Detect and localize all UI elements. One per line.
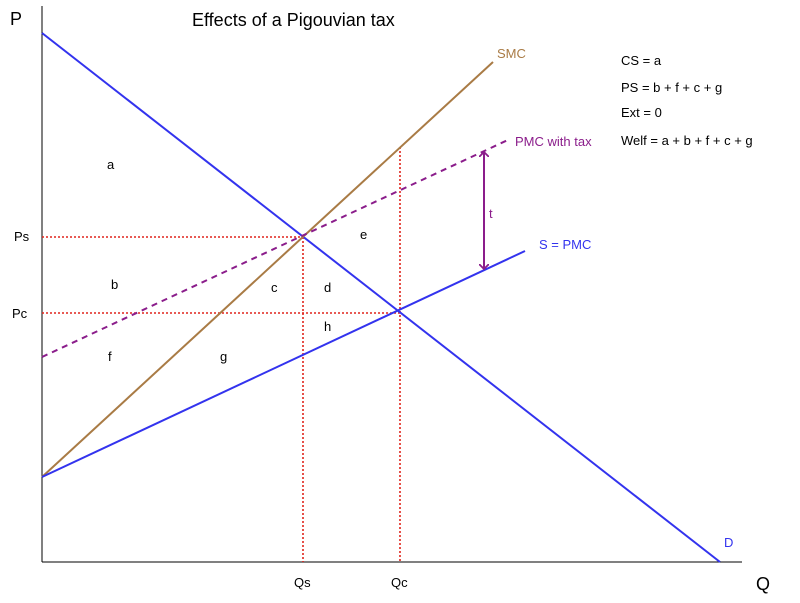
- pc-label: Pc: [12, 306, 28, 321]
- pmc-with-tax-label: PMC with tax: [515, 134, 592, 149]
- chart-title: Effects of a Pigouvian tax: [192, 10, 395, 30]
- area-c: c: [271, 280, 278, 295]
- supply-curve: [41, 250, 526, 478]
- area-a: a: [107, 157, 115, 172]
- area-d: d: [324, 280, 331, 295]
- area-h: h: [324, 319, 331, 334]
- demand-label: D: [724, 535, 733, 550]
- legend-ps: PS = b + f + c + g: [621, 80, 722, 95]
- supply-label: S = PMC: [539, 237, 591, 252]
- area-b: b: [111, 277, 118, 292]
- tax-label: t: [489, 206, 493, 221]
- y-axis-label: P: [10, 9, 22, 29]
- area-e: e: [360, 227, 367, 242]
- legend-ext: Ext = 0: [621, 105, 662, 120]
- qc-label: Qc: [391, 575, 408, 590]
- legend-welfare: Welf = a + b + f + c + g: [621, 133, 753, 148]
- qs-label: Qs: [294, 575, 311, 590]
- x-axis-label: Q: [756, 574, 770, 594]
- area-g: g: [220, 349, 227, 364]
- smc-label: SMC: [497, 46, 526, 61]
- ps-label: Ps: [14, 229, 30, 244]
- smc-curve: [41, 61, 494, 478]
- area-f: f: [108, 349, 112, 364]
- pmc-with-tax-curve: [41, 138, 511, 358]
- guide-lines: [42, 147, 401, 562]
- demand-curve: [41, 32, 721, 563]
- legend-cs: CS = a: [621, 53, 662, 68]
